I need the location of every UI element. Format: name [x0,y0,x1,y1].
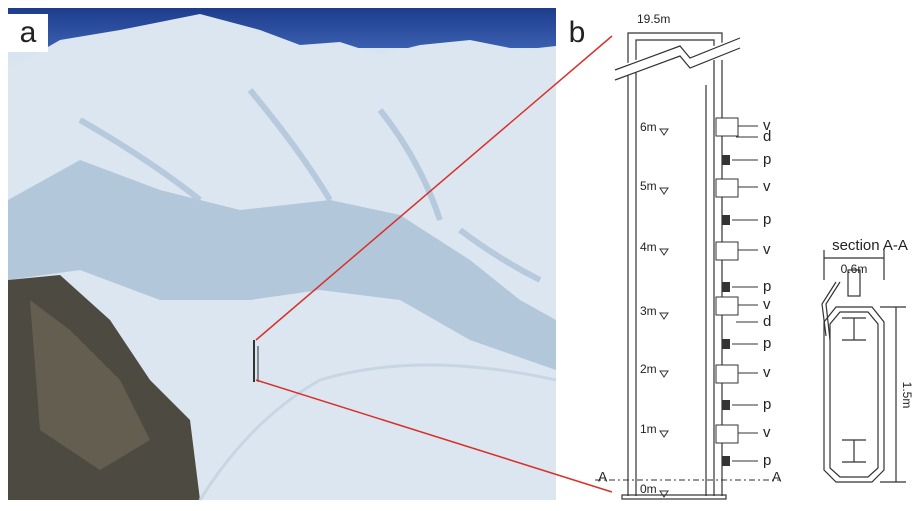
section-drawing [822,250,906,482]
level-marker [660,491,668,497]
sensor [716,179,738,197]
height-label: 2m [640,362,657,376]
panel-label: b [569,16,586,49]
panel-label: a [20,16,37,49]
height-label: 4m [640,240,657,254]
sensor-label: p [763,151,771,168]
photo [8,8,556,500]
level-marker [660,313,668,319]
sensor-label: v [763,296,771,313]
sensor [722,282,730,292]
section-marker: A [772,469,782,485]
sensor [716,118,738,136]
sensor [722,456,730,466]
sensor [716,242,738,260]
height-label: 0m [640,482,657,496]
level-marker [660,188,668,194]
sensor-label: v [763,178,771,195]
sensor [722,215,730,225]
sensor [716,365,738,383]
level-marker [660,249,668,255]
height-label: 3m [640,304,657,318]
sensor [722,155,730,165]
height-label: 1m [640,422,657,436]
height-label: 6m [640,120,657,134]
section-title: section A-A [832,237,908,254]
figure: a b 19.5m A A section A-A 0.6m 1.5m 6m 5m… [0,0,917,506]
sensor-label: v [763,424,771,441]
level-marker [660,431,668,437]
height-label: 19.5m [637,12,670,26]
level-marker [660,371,668,377]
section-width: 0.6m [841,262,868,276]
section-marker: A [598,469,608,485]
sensor [722,400,730,410]
sensor [716,297,738,315]
sensor-label: d [763,128,771,145]
sensor [716,425,738,443]
height-label: 5m [640,179,657,193]
sensor-label: p [763,335,771,352]
section-height: 1.5m [900,382,914,409]
sensor-label: d [763,313,771,330]
sensor-label: v [763,364,771,381]
sensor-label: p [763,211,771,228]
sensor-label: p [763,278,771,295]
sensor-label: v [763,241,771,258]
tower-drawing [595,33,780,499]
level-marker [660,129,668,135]
sensor-label: p [763,396,771,413]
sensor [722,339,730,349]
sensor-label: p [763,452,771,469]
